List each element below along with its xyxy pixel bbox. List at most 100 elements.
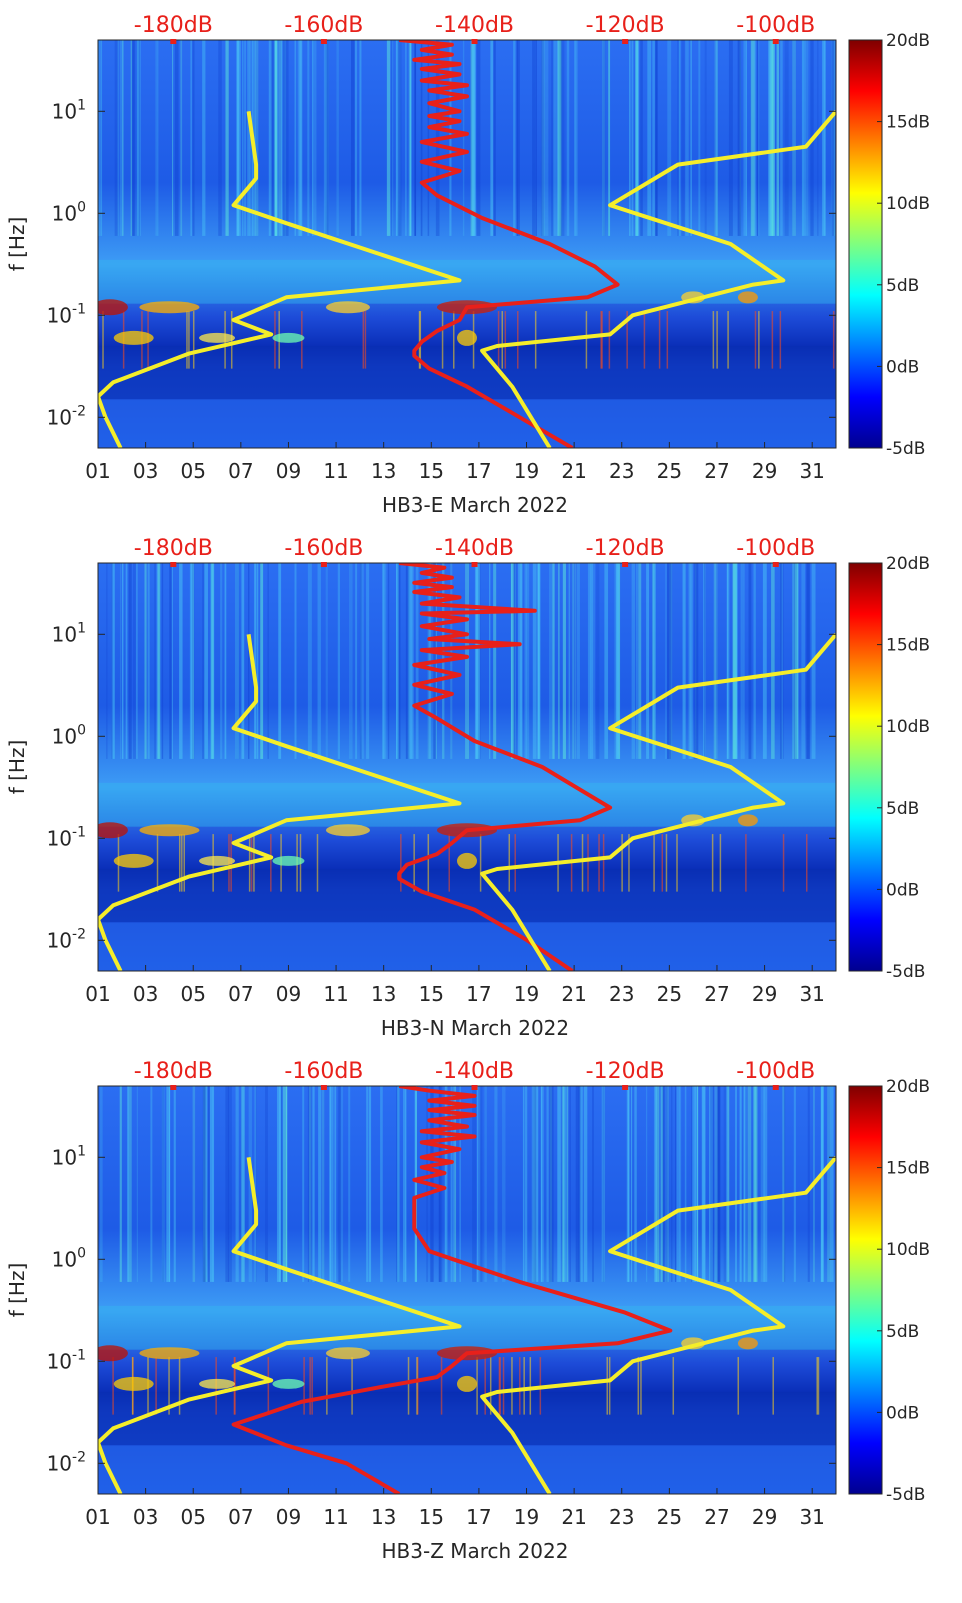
chart-1-streak xyxy=(647,40,652,236)
chart-3-streak xyxy=(709,1086,712,1282)
chart-3-streak xyxy=(472,1086,477,1282)
chart-1-streak xyxy=(359,40,362,236)
chart-1-energy-blob xyxy=(139,301,200,314)
chart-2-streak xyxy=(397,563,401,759)
chart-3-colorbar-label: -5dB xyxy=(886,1485,925,1505)
chart-1-streak xyxy=(681,40,685,236)
chart-1-streak xyxy=(278,40,282,236)
chart-2-streak xyxy=(532,563,537,759)
chart-2-x-tick-label: 23 xyxy=(609,982,634,1006)
chart-1-streak xyxy=(780,40,783,236)
chart-2-streak xyxy=(111,563,113,759)
chart-3-streak xyxy=(742,1086,747,1282)
chart-1-streak xyxy=(307,40,310,236)
chart-2-streak xyxy=(278,563,282,759)
chart-3-streak xyxy=(693,1086,695,1282)
chart-1-streak xyxy=(690,40,692,236)
chart-1-streak xyxy=(640,40,643,236)
chart-3-hot-streak xyxy=(817,1357,820,1415)
chart-1-streak xyxy=(391,40,393,236)
chart-1-streak xyxy=(823,40,827,236)
chart-2-streak xyxy=(317,563,321,759)
chart-1-colorbar-label: 10dB xyxy=(886,194,930,214)
chart-1-x-axis-label: HB3-E March 2022 xyxy=(382,493,568,517)
chart-3-top-tick-label: -100dB xyxy=(736,1059,815,1084)
chart-2-streak xyxy=(780,563,783,759)
chart-1-streak xyxy=(635,40,639,236)
chart-1-streak xyxy=(136,40,139,236)
chart-3-colorbar-label: 5dB xyxy=(886,1322,919,1342)
chart-3-streak xyxy=(161,1086,165,1282)
chart-3-streak xyxy=(285,1086,288,1282)
chart-3-streak xyxy=(830,1086,834,1282)
chart-3-hot-streak xyxy=(311,1357,313,1415)
chart-3-streak xyxy=(723,1086,727,1282)
chart-1-streak xyxy=(757,40,759,236)
chart-3-streak xyxy=(309,1086,312,1282)
chart-3-colorbar xyxy=(848,1085,883,1495)
chart-3-hot-streak xyxy=(511,1357,513,1415)
chart-2-streak xyxy=(694,563,699,759)
chart-3-streak xyxy=(627,1086,630,1282)
chart-3-streak xyxy=(579,1086,583,1282)
chart-3-streak xyxy=(241,1086,245,1282)
chart-1-streak xyxy=(768,40,772,236)
chart-3-streak xyxy=(634,1086,637,1282)
chart-1-colorbar xyxy=(848,39,883,449)
chart-2-streak xyxy=(688,563,692,759)
chart-2-streak xyxy=(190,563,194,759)
chart-3-series-2 xyxy=(98,1157,462,1494)
chart-1-hot-streak xyxy=(608,311,611,369)
chart-3-streak xyxy=(546,1086,549,1282)
chart-2-streak xyxy=(740,563,743,759)
chart-1-streak xyxy=(336,40,339,236)
chart-1-streak xyxy=(218,40,222,236)
chart-3-floor-band xyxy=(98,1445,836,1494)
chart-2-streak xyxy=(538,563,540,759)
chart-3-streak xyxy=(531,1086,536,1282)
chart-3-streak xyxy=(415,1086,417,1282)
chart-2-streak xyxy=(618,563,621,759)
chart-1-streak xyxy=(462,40,465,236)
chart-2-streak xyxy=(782,563,784,759)
chart-1-y-tick-label: 101 xyxy=(52,97,86,123)
chart-2-streak xyxy=(267,563,269,759)
chart-1-hot-streak xyxy=(501,311,504,369)
chart-1-hot-streak xyxy=(666,311,669,369)
chart-2-streak xyxy=(537,563,541,759)
chart-2-streak xyxy=(665,563,668,759)
chart-2-streak xyxy=(689,563,693,759)
chart-1-streak xyxy=(270,40,275,236)
chart-3-streak xyxy=(444,1086,448,1282)
chart-3-streak xyxy=(248,1086,252,1282)
chart-1-streak xyxy=(745,40,748,236)
chart-1-streak xyxy=(792,40,796,236)
chart-1-streak xyxy=(678,40,681,236)
chart-1-streak xyxy=(283,40,287,236)
chart-2-energy-blob xyxy=(737,814,758,827)
chart-1-streak xyxy=(136,40,140,236)
chart-2-streak xyxy=(405,563,410,759)
chart-2-streak xyxy=(474,563,479,759)
chart-1-streak xyxy=(715,40,718,236)
chart-2-streak xyxy=(147,563,150,759)
chart-3-hot-streak xyxy=(519,1357,521,1415)
chart-1-streak xyxy=(802,40,804,236)
chart-3-streak xyxy=(535,1086,539,1282)
chart-3-series-3 xyxy=(480,1156,836,1494)
chart-2-streak xyxy=(518,563,523,759)
chart-1-streak xyxy=(635,40,638,236)
chart-1-y-tick-label: 10-1 xyxy=(47,301,86,327)
chart-2-series-3 xyxy=(480,633,836,971)
chart-1-streak xyxy=(804,40,809,236)
chart-1-streak xyxy=(551,40,554,236)
chart-1-streak xyxy=(831,40,833,236)
chart-3-hot-streak xyxy=(416,1357,419,1415)
chart-2-streak xyxy=(179,563,183,759)
chart-1-x-tick-label: 09 xyxy=(276,459,301,483)
chart-3-x-tick-label: 19 xyxy=(514,1505,539,1529)
chart-1-streak xyxy=(414,40,416,236)
chart-2-top-tick xyxy=(471,562,478,567)
chart-2-streak xyxy=(113,563,115,759)
chart-3-streak xyxy=(227,1086,232,1282)
